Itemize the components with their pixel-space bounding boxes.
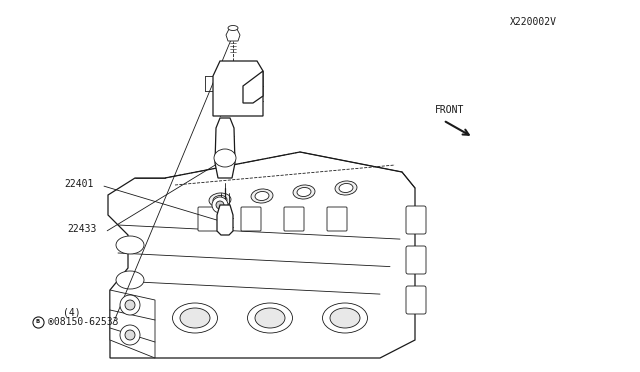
FancyBboxPatch shape: [406, 246, 426, 274]
Text: 22433: 22433: [67, 224, 97, 234]
FancyBboxPatch shape: [406, 286, 426, 314]
Ellipse shape: [213, 195, 227, 205]
Ellipse shape: [116, 271, 144, 289]
Ellipse shape: [297, 187, 311, 196]
Text: ®08150-62533: ®08150-62533: [48, 317, 118, 327]
FancyBboxPatch shape: [327, 207, 347, 231]
Text: 22401: 22401: [64, 179, 93, 189]
Ellipse shape: [251, 189, 273, 203]
Polygon shape: [243, 71, 263, 103]
Ellipse shape: [173, 303, 218, 333]
Text: (4): (4): [63, 308, 81, 317]
Ellipse shape: [116, 236, 144, 254]
Polygon shape: [217, 205, 233, 235]
Ellipse shape: [323, 303, 367, 333]
Text: B: B: [36, 319, 40, 324]
Polygon shape: [226, 29, 240, 41]
Ellipse shape: [214, 149, 236, 167]
Polygon shape: [110, 290, 155, 358]
Ellipse shape: [209, 193, 231, 207]
Circle shape: [125, 330, 135, 340]
Polygon shape: [213, 61, 263, 116]
Circle shape: [125, 300, 135, 310]
Ellipse shape: [335, 181, 357, 195]
Ellipse shape: [330, 308, 360, 328]
Ellipse shape: [339, 183, 353, 193]
Ellipse shape: [255, 192, 269, 201]
FancyBboxPatch shape: [198, 207, 218, 231]
Ellipse shape: [255, 308, 285, 328]
Circle shape: [120, 325, 140, 345]
Circle shape: [216, 201, 224, 209]
FancyBboxPatch shape: [284, 207, 304, 231]
Ellipse shape: [180, 308, 210, 328]
Text: X220002V: X220002V: [510, 17, 557, 27]
Circle shape: [120, 295, 140, 315]
Text: FRONT: FRONT: [435, 105, 465, 115]
Ellipse shape: [293, 185, 315, 199]
FancyBboxPatch shape: [241, 207, 261, 231]
Polygon shape: [108, 152, 415, 358]
FancyBboxPatch shape: [406, 206, 426, 234]
Polygon shape: [215, 118, 235, 178]
Circle shape: [212, 197, 228, 213]
Ellipse shape: [228, 26, 238, 31]
Ellipse shape: [116, 306, 144, 324]
Ellipse shape: [248, 303, 292, 333]
